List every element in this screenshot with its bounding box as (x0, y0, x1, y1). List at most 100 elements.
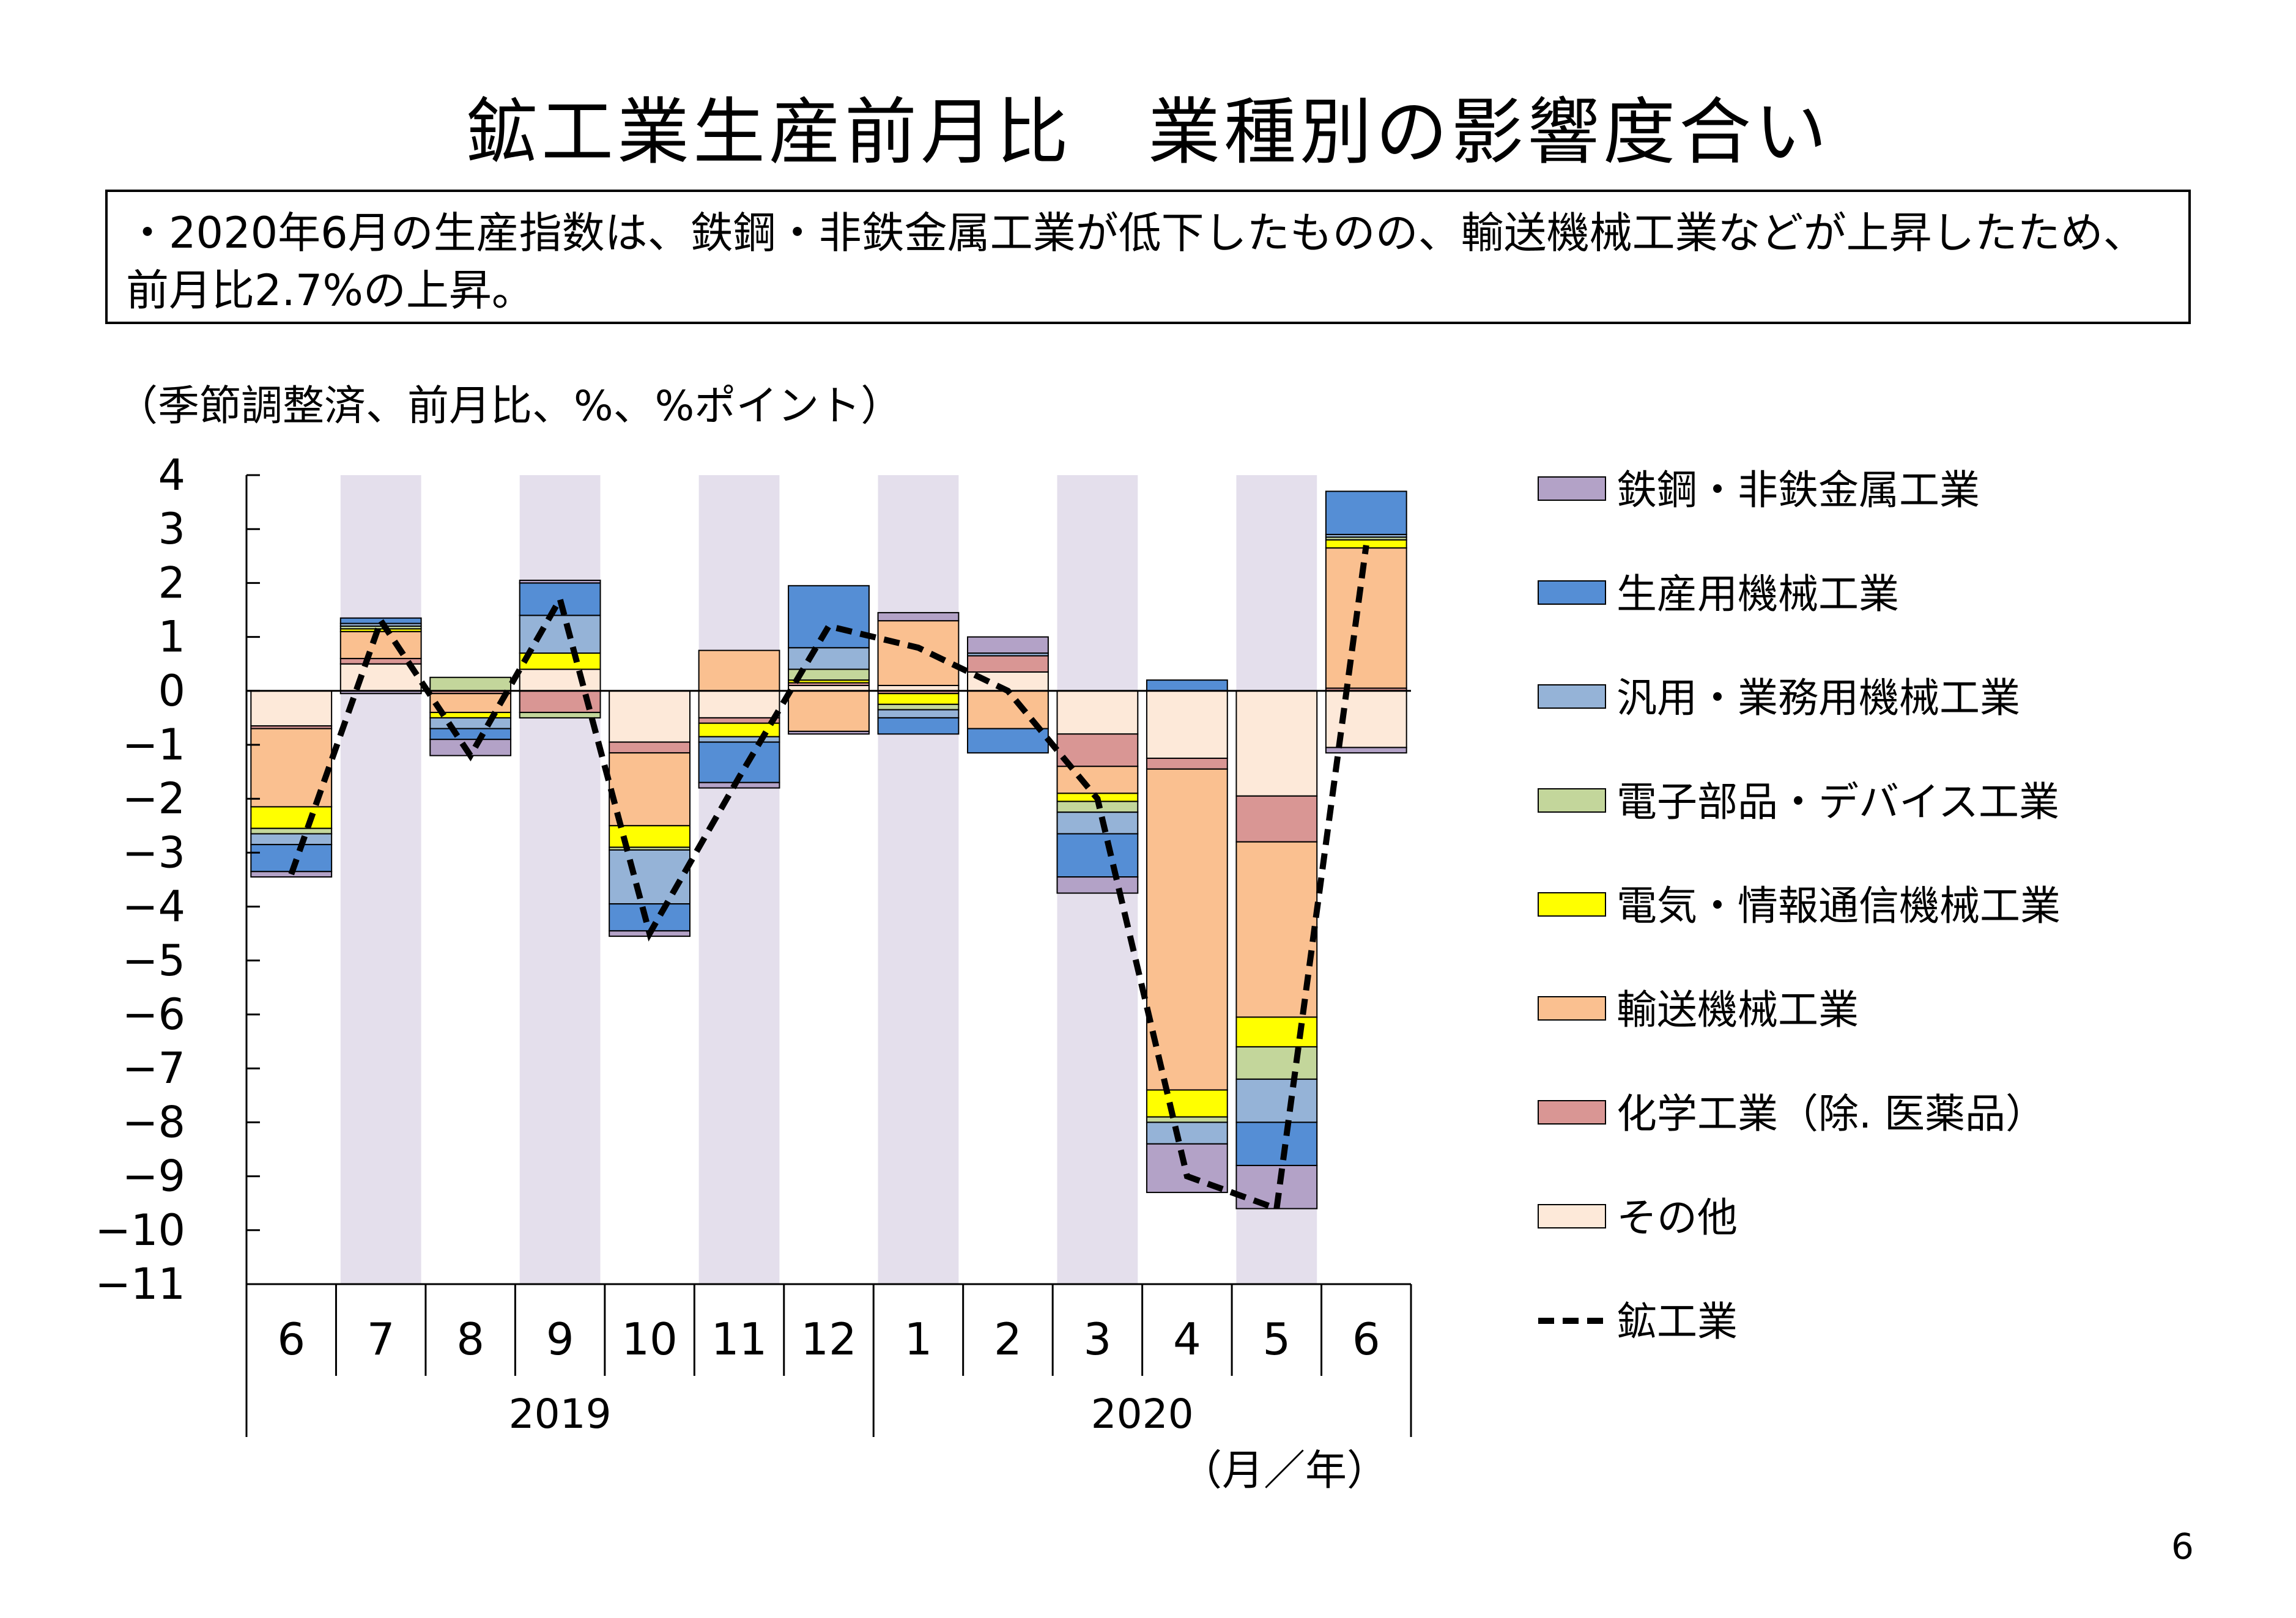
x-tick-label: 8 (456, 1313, 484, 1365)
legend: 鉄鋼・非鉄金属工業生産用機械工業汎用・業務用機械工業電子部品・デバイス工業電気・… (1538, 467, 2061, 1345)
bar-segment (1235, 841, 1318, 1018)
bar-segment (877, 717, 960, 735)
bar-segment (1235, 1046, 1318, 1080)
bar-segment (877, 611, 960, 622)
y-tick-label: −10 (95, 1205, 185, 1255)
bar-segment (519, 668, 601, 692)
bar-segment (788, 585, 870, 649)
bar-segment (429, 676, 512, 692)
legend-label: 電気・情報通信機械工業 (1616, 882, 2061, 929)
x-tick-label: 10 (621, 1313, 678, 1365)
legend-swatch (1538, 996, 1606, 1021)
bar-segment (609, 752, 691, 827)
bar-segment (1056, 690, 1139, 735)
bar-segment (250, 827, 333, 835)
bar-segment (1235, 1016, 1318, 1047)
bar-segment (250, 690, 333, 727)
y-tick-label: −2 (122, 774, 185, 824)
bar-segment (519, 582, 601, 616)
bar-segment (1146, 690, 1228, 759)
bar-segment (1146, 1116, 1228, 1123)
bar-segment (877, 620, 960, 686)
bar-segment (339, 630, 422, 659)
y-tick-label: −7 (122, 1043, 185, 1093)
legend-swatch (1538, 476, 1606, 501)
legend-label: 汎用・業務用機械工業 (1616, 674, 2020, 722)
bar-segment (1146, 768, 1228, 1091)
bar-segment (698, 717, 780, 724)
bar-segment (519, 615, 601, 654)
x-tick-label: 9 (546, 1313, 574, 1365)
y-tick-label: 0 (158, 666, 185, 716)
y-tick-label: −6 (122, 989, 185, 1040)
bar-segment (339, 663, 422, 692)
bar-segment (1056, 733, 1139, 767)
legend-swatch (1538, 1100, 1606, 1125)
bar-segment (698, 690, 780, 718)
x-tick-label: 1 (905, 1313, 933, 1365)
legend-swatch (1538, 1204, 1606, 1228)
summary-box: ・2020年6月の生産指数は、鉄鋼・非鉄金属工業が低下したものの、輸送機械工業な… (105, 190, 2191, 324)
bar-segment (609, 903, 691, 932)
bar-segment (429, 717, 512, 730)
total-line (288, 544, 1369, 1213)
bar-segment (1325, 747, 1407, 754)
bar-segment (1235, 1078, 1318, 1123)
y-tick-label: 3 (158, 504, 185, 554)
shaded-band (878, 475, 959, 1284)
bar-segment (1056, 811, 1139, 835)
shaded-band (698, 475, 780, 1284)
bar-segment (1325, 547, 1407, 689)
bar-segment (1325, 490, 1407, 536)
legend-label: 鉱工業 (1616, 1298, 1738, 1345)
bar-segment (1235, 1121, 1318, 1166)
legend-label: 鉄鋼・非鉄金属工業 (1616, 467, 1980, 514)
bar-segment (250, 833, 333, 846)
x-tick-label: 12 (801, 1313, 857, 1365)
bar-segment (877, 703, 960, 711)
bar-segment (1146, 1121, 1228, 1145)
summary-text: ・2020年6月の生産指数は、鉄鋼・非鉄金属工業が低下したものの、輸送機械工業な… (126, 208, 2146, 316)
legend-swatch (1538, 788, 1606, 813)
y-tick-label: 2 (158, 558, 185, 608)
bar-segment (609, 690, 691, 743)
y-tick-label: −3 (122, 827, 185, 877)
bar-segment (698, 736, 780, 743)
y-tick-label: −4 (122, 882, 185, 932)
bar-segment (788, 730, 870, 735)
page-title: 鉱工業生産前月比 業種別の影響度合い (465, 90, 1831, 174)
bar-segment (788, 647, 870, 670)
y-tick-label: −5 (122, 936, 185, 986)
bar-segment (788, 690, 870, 732)
bar-segment (1056, 833, 1139, 878)
shaded-band (340, 475, 421, 1284)
bar-segment (609, 741, 691, 754)
legend-label: 化学工業（除. 医薬品） (1616, 1090, 2046, 1137)
bar-segment (698, 649, 780, 692)
x-group-label: 2019 (509, 1391, 612, 1438)
y-tick-label: −11 (95, 1259, 185, 1309)
x-tick-label: 6 (1352, 1313, 1380, 1365)
bar-segment (1235, 690, 1318, 797)
bar-segment (250, 806, 333, 829)
legend-label: 輸送機械工業 (1616, 986, 1859, 1033)
x-tick-label: 7 (367, 1313, 395, 1365)
bar-segment (429, 728, 512, 741)
bar-segment (609, 849, 691, 905)
page-number: 6 (2171, 1526, 2194, 1567)
legend-swatch (1538, 684, 1606, 709)
bar-segment (519, 652, 601, 670)
legend-label: 電子部品・デバイス工業 (1616, 778, 2059, 826)
bar-segment (967, 728, 1049, 754)
x-tick-label: 2 (994, 1313, 1022, 1365)
y-tick-label: 4 (158, 450, 185, 500)
legend-swatch (1538, 580, 1606, 605)
x-tick-label: 4 (1173, 1313, 1201, 1365)
bar-segment (1146, 758, 1228, 770)
y-tick-label: 1 (158, 612, 185, 662)
line-series (288, 544, 1369, 1213)
x-tick-label: 11 (711, 1313, 768, 1365)
bar-segment (609, 825, 691, 848)
